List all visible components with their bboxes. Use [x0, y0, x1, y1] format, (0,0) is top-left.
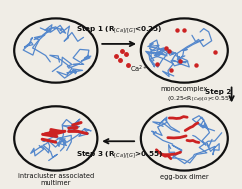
Text: (0.25<R$_{[Ca]/[G]}$<0.55): (0.25<R$_{[Ca]/[G]}$<0.55) [167, 95, 232, 104]
Text: Step 3 (R$_{[Ca]/[G]}$>0.55): Step 3 (R$_{[Ca]/[G]}$>0.55) [76, 149, 163, 160]
Text: monocomplex: monocomplex [161, 86, 208, 92]
Text: Step 1 (R$_{[Ca]/[G]}$<0.25): Step 1 (R$_{[Ca]/[G]}$<0.25) [76, 25, 162, 35]
Text: Step 2: Step 2 [205, 89, 232, 95]
Text: Ca$^{2+}$: Ca$^{2+}$ [129, 64, 148, 75]
Text: egg-box dimer: egg-box dimer [160, 174, 209, 180]
Text: intracluster associated
multimer: intracluster associated multimer [18, 173, 94, 186]
